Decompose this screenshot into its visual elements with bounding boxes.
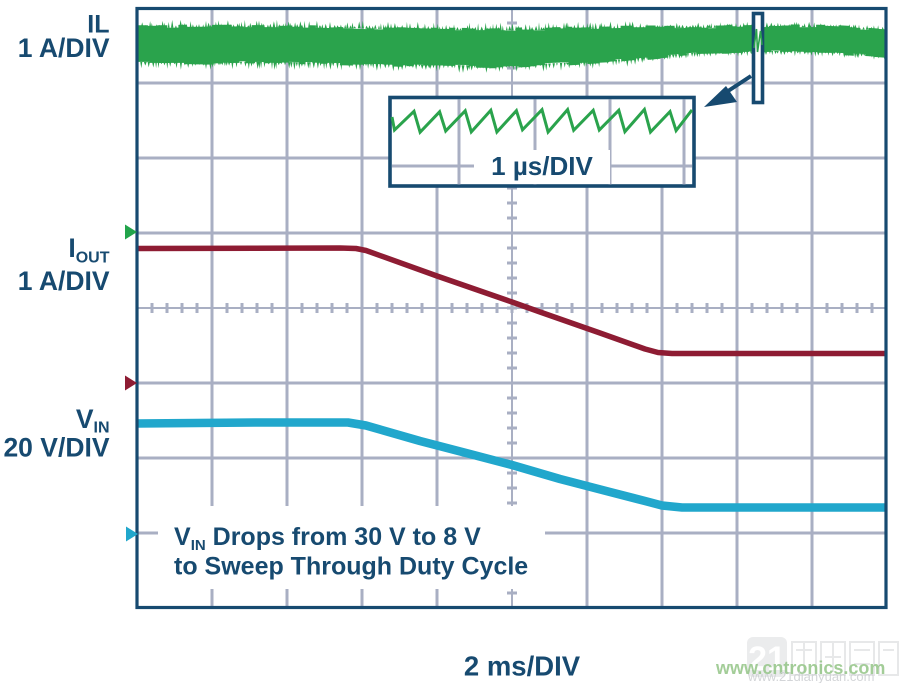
svg-text:to Sweep Through Duty Cycle: to Sweep Through Duty Cycle [174, 553, 528, 581]
svg-text:1 A/DIV: 1 A/DIV [18, 33, 110, 63]
svg-text:2 ms/DIV: 2 ms/DIV [464, 651, 581, 682]
svg-text:21: 21 [748, 640, 786, 678]
svg-text:1 µs/DIV: 1 µs/DIV [491, 151, 593, 181]
svg-text:www.21dianyuan.com: www.21dianyuan.com [747, 669, 874, 683]
svg-text:1 A/DIV: 1 A/DIV [18, 266, 110, 296]
svg-text:www.cntronics.com: www.cntronics.com [715, 658, 885, 678]
svg-text:20 V/DIV: 20 V/DIV [3, 433, 109, 463]
svg-text:VIN: VIN [76, 404, 110, 437]
svg-text:VIN Drops from 30 V to 8 V: VIN Drops from 30 V to 8 V [174, 523, 481, 554]
svg-text:IOUT: IOUT [68, 233, 109, 267]
svg-text:IL: IL [87, 11, 109, 39]
